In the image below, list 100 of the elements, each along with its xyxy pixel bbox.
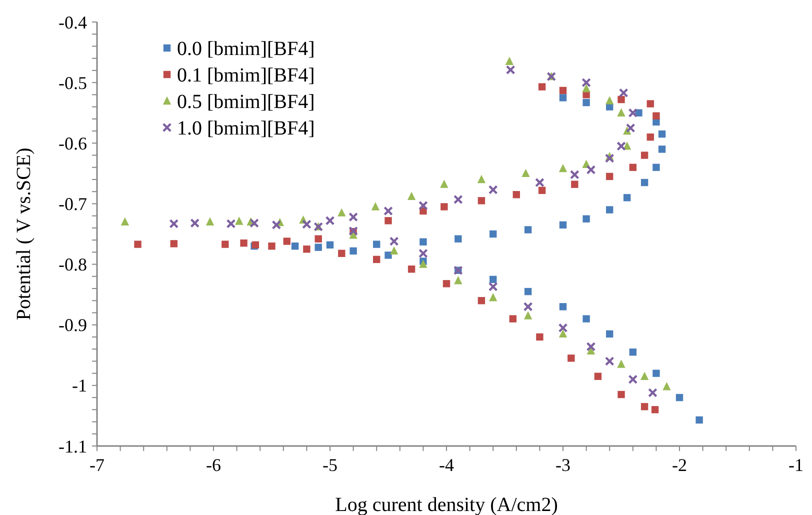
point: [559, 94, 567, 102]
point: [628, 108, 638, 118]
point: [559, 303, 567, 310]
point: [640, 403, 648, 410]
point: [606, 330, 614, 338]
point: [582, 98, 590, 106]
point: [606, 172, 614, 180]
point: [652, 164, 660, 171]
point: [272, 220, 282, 230]
point: [314, 244, 322, 251]
point: [169, 219, 179, 228]
point: [524, 226, 532, 234]
y-tick-label: -0.9: [58, 315, 87, 336]
y-tick-label: -0.8: [58, 254, 87, 275]
point: [646, 133, 654, 141]
point: [442, 280, 450, 288]
point: [594, 372, 602, 380]
point: [606, 96, 614, 104]
point: [512, 191, 520, 198]
point: [373, 256, 380, 264]
point: [535, 178, 544, 188]
point: [489, 293, 498, 302]
point: [558, 164, 568, 172]
point: [646, 100, 654, 108]
x-axis-title: Log curent density (A/cm2): [335, 494, 558, 515]
x-tick-label: -4: [439, 455, 454, 475]
point: [536, 333, 544, 341]
point: [283, 238, 290, 245]
x-tick-label: -7: [90, 455, 104, 475]
point: [606, 206, 614, 214]
point: [648, 388, 658, 398]
point: [120, 217, 130, 226]
point: [348, 212, 358, 222]
point: [640, 372, 649, 380]
y-tick-label: -0.7: [58, 194, 87, 214]
point: [454, 276, 462, 284]
point: [408, 266, 416, 273]
point: [314, 235, 322, 242]
legend-label: 0.0 [bmim][BF4]: [177, 38, 315, 60]
point: [559, 221, 567, 229]
point: [626, 123, 636, 133]
x-tick-label: -1: [788, 455, 804, 475]
point: [696, 416, 703, 424]
point: [558, 329, 568, 338]
point: [524, 311, 532, 320]
point: [618, 390, 625, 398]
point: [350, 247, 357, 255]
point: [558, 323, 568, 333]
legend-label: 1.0 [bmim][BF4]: [177, 118, 315, 140]
point: [240, 239, 248, 247]
point: [134, 240, 142, 248]
point: [623, 194, 631, 202]
point: [440, 180, 448, 188]
point: [170, 240, 178, 248]
point: [658, 146, 666, 153]
point: [582, 84, 590, 92]
point: [478, 197, 486, 204]
point: [338, 208, 346, 216]
point: [538, 83, 546, 90]
point: [488, 185, 498, 194]
point: [454, 235, 462, 242]
point: [629, 348, 636, 356]
point: [538, 186, 546, 194]
point: [373, 240, 380, 248]
y-tick-label: -0.6: [58, 133, 87, 154]
point: [524, 288, 532, 296]
point: [640, 178, 648, 186]
point: [303, 246, 310, 253]
point: [420, 238, 427, 246]
point: [628, 374, 638, 384]
x-tick-label: -5: [322, 455, 338, 475]
point: [477, 174, 486, 184]
y-tick-label: -1: [72, 376, 87, 396]
point: [490, 276, 497, 284]
point: [235, 216, 244, 225]
point: [384, 206, 393, 216]
x-tick-label: -6: [206, 455, 221, 475]
point: [568, 354, 575, 362]
point: [617, 360, 626, 368]
point: [571, 180, 578, 188]
point: [407, 192, 416, 200]
point: [478, 297, 486, 304]
point: [652, 112, 660, 120]
point: [440, 203, 448, 210]
point: [523, 302, 533, 312]
point: [629, 164, 636, 171]
point: [582, 315, 590, 322]
point: [291, 242, 299, 250]
point: [488, 282, 498, 292]
point: [509, 315, 517, 322]
point: [658, 130, 666, 138]
point: [384, 252, 392, 259]
point: [651, 406, 659, 414]
point: [268, 242, 276, 250]
y-tick-label: -1.1: [58, 436, 87, 456]
point: [559, 86, 567, 94]
point: [371, 202, 380, 210]
point: [505, 56, 514, 65]
point: [302, 220, 312, 230]
point: [206, 217, 214, 226]
